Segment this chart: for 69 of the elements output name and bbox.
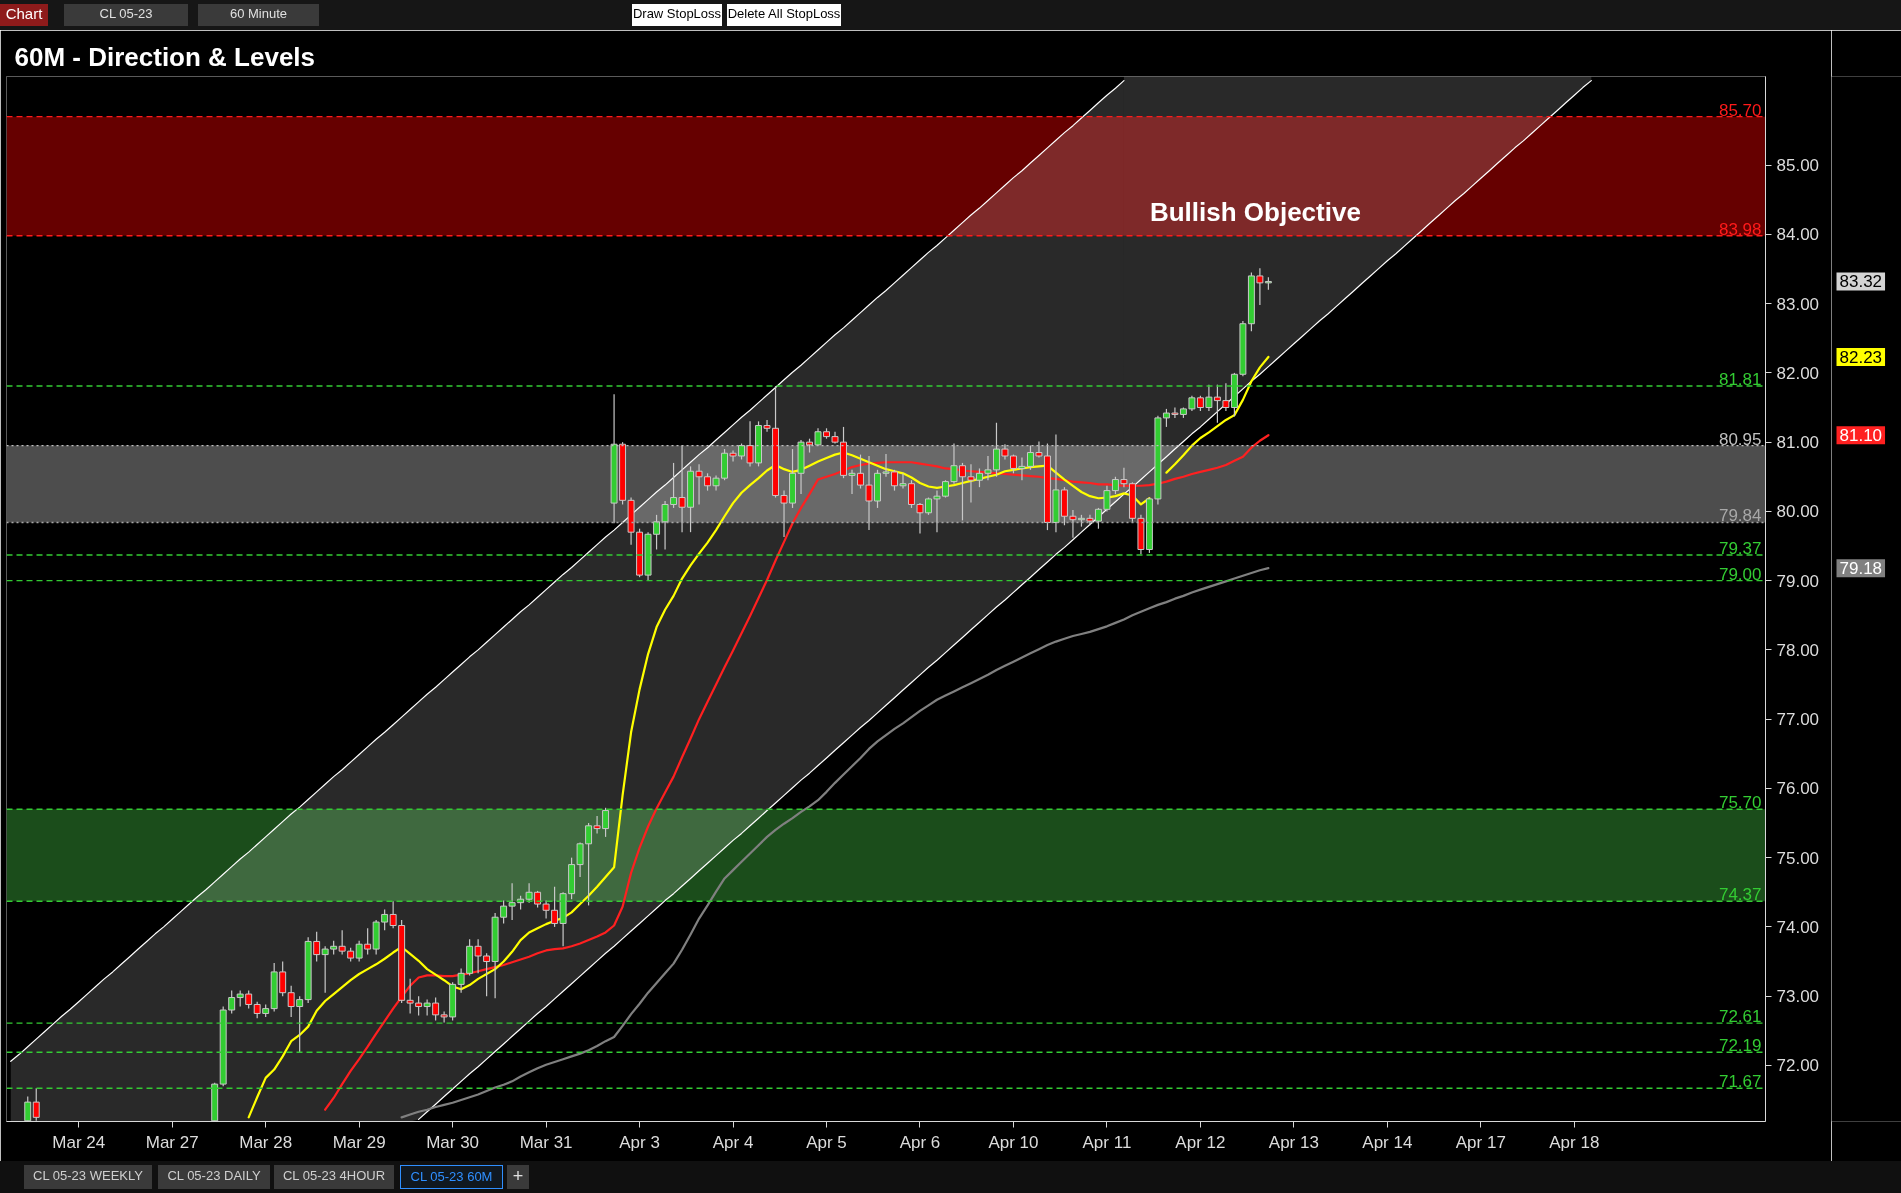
y-tick-label: 79.00 (1776, 571, 1820, 591)
band-label: Bullish Objective (1149, 196, 1361, 227)
y-tick-label: 74.00 (1776, 917, 1820, 937)
x-tick-label: Mar 27 (145, 1132, 199, 1152)
y-tick-label: 76.00 (1776, 779, 1820, 799)
text: 83.32 (1839, 272, 1883, 292)
ref-line-label: 83.98 (1718, 219, 1762, 239)
line-series (324, 434, 1270, 1111)
x-tick-label: Mar 31 (519, 1132, 573, 1152)
text: 79.18 (1839, 559, 1883, 579)
y-tick-label: 84.00 (1776, 225, 1820, 245)
ref-line-label: 79.84 (1718, 506, 1762, 526)
y-tick-label: 85.00 (1776, 156, 1820, 176)
text: CL 05-23 DAILY (158, 1165, 270, 1189)
text: Chart (0, 4, 48, 26)
ref-line-label: 81.81 (1718, 370, 1762, 390)
candlestick (24, 1095, 32, 1122)
candlestick (406, 978, 414, 1015)
ref-line-label: 79.37 (1718, 539, 1762, 559)
line-series (400, 567, 1270, 1119)
y-tick-label: 78.00 (1776, 640, 1820, 660)
text: 60 Minute (198, 4, 319, 26)
text: + (507, 1165, 529, 1189)
ref-line-label: 80.95 (1718, 429, 1762, 449)
x-tick-label: Apr 17 (1455, 1132, 1506, 1152)
x-tick-label: Apr 12 (1175, 1132, 1226, 1152)
text: Draw StopLoss (632, 4, 722, 26)
y-tick-label: 77.00 (1776, 710, 1820, 730)
x-tick-label: Apr 14 (1362, 1132, 1413, 1152)
line-series (418, 80, 1592, 1121)
ref-line-label: 71.67 (1718, 1072, 1762, 1092)
y-tick-label: 80.00 (1776, 502, 1820, 522)
x-tick-label: Mar 28 (239, 1132, 293, 1152)
text: 81.10 (1839, 426, 1883, 446)
y-tick-label: 73.00 (1776, 987, 1820, 1007)
x-tick-label: Apr 5 (806, 1132, 847, 1152)
ref-line-label: 72.61 (1718, 1007, 1762, 1027)
x-tick-label: Apr 18 (1549, 1132, 1600, 1152)
x-tick-label: Apr 6 (899, 1132, 941, 1152)
x-tick-label: Apr 13 (1268, 1132, 1319, 1152)
chart-title: 60M - Direction & Levels (14, 41, 316, 72)
y-tick-label: 82.00 (1776, 363, 1820, 383)
ref-line-label: 72.19 (1718, 1036, 1762, 1056)
y-tick-label: 83.00 (1776, 294, 1820, 314)
candlestick (984, 455, 992, 481)
candlestick (415, 995, 423, 1017)
x-tick-label: Apr 4 (712, 1132, 754, 1152)
x-tick-label: Mar 24 (52, 1132, 106, 1152)
x-tick-label: Apr 11 (1082, 1132, 1132, 1152)
text: Delete All StopLoss (727, 4, 841, 26)
text: CL 05-23 4HOUR (274, 1165, 394, 1189)
candlestick (32, 1087, 40, 1122)
ref-line-label: 74.37 (1718, 885, 1762, 905)
x-tick-label: Apr 3 (619, 1132, 660, 1152)
x-tick-label: Apr 10 (988, 1132, 1039, 1152)
candlestick (338, 929, 346, 956)
text: CL 05-23 (64, 4, 188, 26)
y-tick-label: 72.00 (1776, 1056, 1820, 1076)
y-tick-label: 81.00 (1776, 433, 1820, 453)
text: CL 05-23 60M (400, 1165, 503, 1189)
text: CL 05-23 WEEKLY (24, 1165, 152, 1189)
x-tick-label: Mar 29 (332, 1132, 386, 1152)
x-tick-label: Mar 30 (426, 1132, 480, 1152)
y-tick-label: 75.00 (1776, 848, 1820, 868)
candlestick (228, 990, 236, 1015)
ref-line-label: 75.70 (1718, 793, 1762, 813)
ref-line-label: 85.70 (1718, 100, 1762, 120)
ref-line-label: 79.00 (1718, 564, 1762, 584)
text: 82.23 (1839, 347, 1883, 367)
